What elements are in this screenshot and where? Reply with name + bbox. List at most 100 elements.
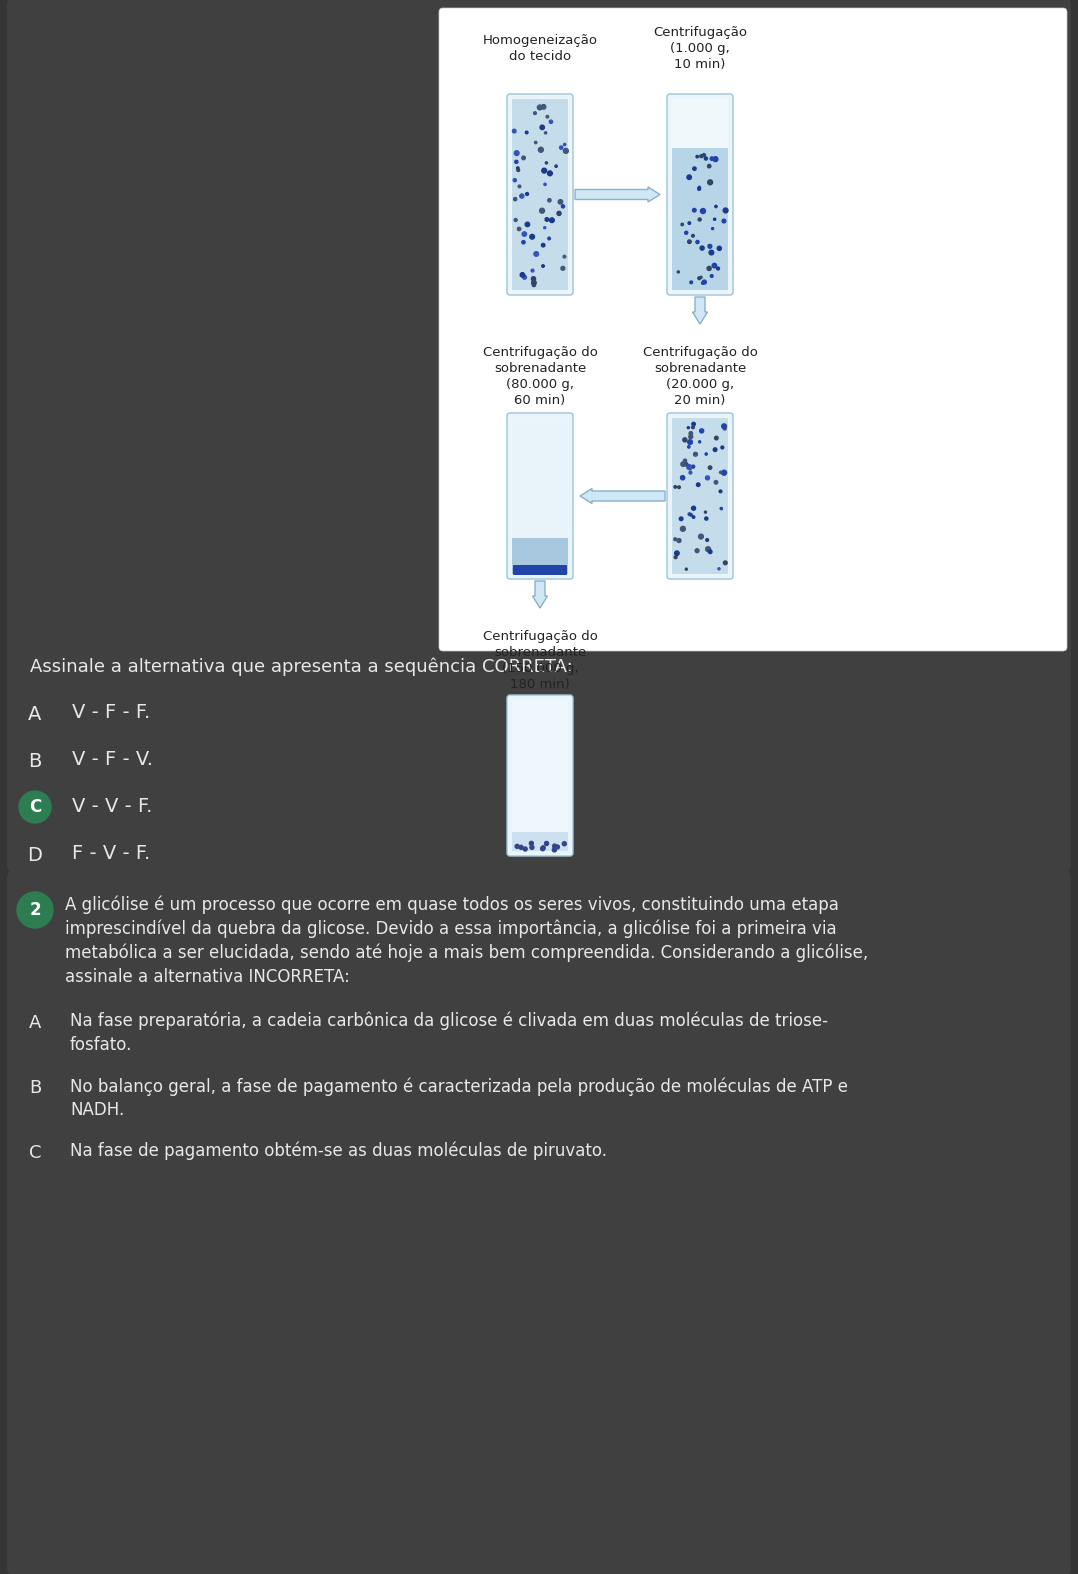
Circle shape: [699, 217, 701, 220]
Circle shape: [521, 272, 525, 277]
FancyBboxPatch shape: [507, 94, 573, 294]
FancyArrow shape: [692, 297, 707, 324]
Text: A: A: [28, 705, 42, 724]
Circle shape: [688, 427, 690, 428]
Circle shape: [541, 847, 544, 850]
Circle shape: [723, 560, 728, 565]
Circle shape: [717, 246, 721, 250]
Circle shape: [714, 449, 717, 452]
Text: Centrifugação do
sobrenadante
(20.000 g,
20 min): Centrifugação do sobrenadante (20.000 g,…: [642, 346, 758, 408]
Circle shape: [696, 156, 699, 157]
Circle shape: [531, 269, 534, 272]
Circle shape: [718, 568, 720, 570]
Circle shape: [540, 126, 544, 129]
Circle shape: [699, 186, 701, 189]
Circle shape: [696, 483, 700, 486]
FancyBboxPatch shape: [512, 99, 568, 290]
Circle shape: [687, 464, 692, 469]
Circle shape: [525, 222, 529, 227]
Circle shape: [680, 475, 685, 480]
Text: Centrifugação
(1.000 g,
10 min): Centrifugação (1.000 g, 10 min): [653, 27, 747, 71]
Circle shape: [674, 486, 677, 488]
FancyBboxPatch shape: [512, 831, 568, 852]
Circle shape: [707, 266, 711, 271]
Circle shape: [688, 513, 691, 515]
Circle shape: [515, 161, 517, 164]
Circle shape: [522, 231, 526, 236]
Text: No balanço geral, a fase de pagamento é caracterizada pela produção de moléculas: No balanço geral, a fase de pagamento é …: [70, 1077, 848, 1096]
Text: fosfato.: fosfato.: [70, 1036, 133, 1055]
Text: assinale a alternativa INCORRETA:: assinale a alternativa INCORRETA:: [65, 968, 350, 985]
Circle shape: [706, 538, 708, 541]
Circle shape: [722, 423, 727, 428]
Circle shape: [516, 167, 519, 170]
Circle shape: [681, 224, 683, 225]
Circle shape: [531, 280, 536, 285]
Circle shape: [699, 441, 701, 442]
Circle shape: [548, 238, 551, 239]
Circle shape: [513, 197, 516, 201]
Text: V - V - F.: V - V - F.: [72, 796, 152, 815]
Circle shape: [711, 228, 714, 230]
FancyArrow shape: [533, 581, 548, 608]
Circle shape: [708, 179, 713, 184]
Circle shape: [541, 244, 544, 247]
Text: Na fase de pagamento obtém-se as duas moléculas de piruvato.: Na fase de pagamento obtém-se as duas mo…: [70, 1143, 607, 1160]
Circle shape: [705, 516, 708, 519]
Circle shape: [553, 844, 556, 848]
Text: B: B: [28, 752, 42, 771]
Text: Homogeneização
do tecido: Homogeneização do tecido: [483, 35, 597, 63]
Circle shape: [700, 246, 704, 250]
Circle shape: [720, 507, 722, 510]
Circle shape: [717, 268, 719, 271]
Circle shape: [685, 231, 688, 235]
Circle shape: [544, 132, 547, 134]
Circle shape: [686, 568, 688, 570]
Circle shape: [516, 168, 520, 172]
Circle shape: [547, 115, 549, 118]
Circle shape: [526, 192, 528, 195]
FancyBboxPatch shape: [672, 99, 728, 148]
Circle shape: [17, 892, 53, 929]
Circle shape: [535, 142, 537, 143]
Circle shape: [697, 277, 701, 280]
Circle shape: [519, 186, 521, 187]
Circle shape: [690, 513, 692, 516]
Circle shape: [564, 148, 568, 153]
Text: Centrifugação do
sobrenadante
(150.000 g,
180 min): Centrifugação do sobrenadante (150.000 g…: [483, 630, 597, 691]
Circle shape: [692, 516, 695, 518]
Text: B: B: [29, 1080, 41, 1097]
FancyArrow shape: [580, 488, 665, 504]
Circle shape: [548, 198, 551, 201]
Text: V - F - F.: V - F - F.: [72, 704, 150, 722]
Circle shape: [523, 847, 527, 852]
Circle shape: [538, 105, 542, 110]
Circle shape: [542, 168, 547, 173]
Circle shape: [701, 208, 705, 214]
Circle shape: [715, 205, 717, 208]
FancyBboxPatch shape: [512, 538, 568, 575]
Circle shape: [705, 475, 709, 480]
Text: 2: 2: [29, 900, 41, 919]
Circle shape: [683, 460, 687, 463]
Circle shape: [534, 252, 539, 257]
Circle shape: [561, 266, 565, 271]
Circle shape: [689, 467, 691, 471]
Circle shape: [677, 538, 681, 543]
Circle shape: [563, 842, 566, 845]
Circle shape: [540, 208, 544, 212]
Circle shape: [715, 436, 718, 439]
Circle shape: [555, 845, 559, 848]
Text: Na fase preparatória, a cadeia carbônica da glicose é clivada em duas moléculas : Na fase preparatória, a cadeia carbônica…: [70, 1012, 828, 1031]
Circle shape: [557, 211, 562, 216]
Circle shape: [688, 439, 692, 444]
Circle shape: [515, 844, 520, 848]
Circle shape: [550, 120, 553, 123]
Circle shape: [709, 250, 714, 255]
Circle shape: [695, 549, 699, 552]
Circle shape: [699, 534, 703, 538]
Text: Centrifugação do
sobrenadante
(80.000 g,
60 min): Centrifugação do sobrenadante (80.000 g,…: [483, 346, 597, 408]
Circle shape: [692, 422, 695, 427]
FancyBboxPatch shape: [513, 565, 567, 575]
Text: Assinale a alternativa que apresenta a sequência CORRETA:: Assinale a alternativa que apresenta a s…: [30, 658, 572, 677]
